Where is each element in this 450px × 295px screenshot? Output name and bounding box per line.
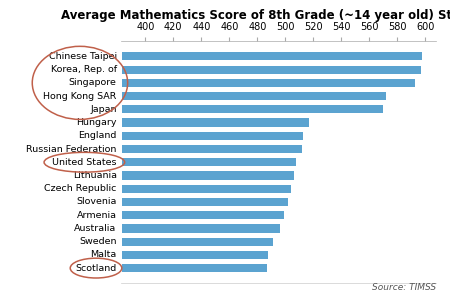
- Title: Average Mathematics Score of 8th Grade (~14 year old) Students: Average Mathematics Score of 8th Grade (…: [61, 9, 450, 22]
- Bar: [0, 198, 288, 206]
- Bar: [0, 158, 297, 166]
- Bar: [0, 224, 280, 232]
- Bar: [0, 105, 383, 113]
- Bar: [0, 79, 415, 87]
- Bar: [0, 237, 273, 246]
- Bar: [0, 92, 386, 100]
- Bar: [0, 52, 423, 60]
- Bar: [0, 171, 294, 180]
- Bar: [0, 65, 421, 74]
- Bar: [0, 132, 303, 140]
- Bar: [0, 251, 269, 259]
- Bar: [0, 119, 309, 127]
- Bar: [0, 185, 291, 193]
- Bar: [0, 264, 267, 272]
- Text: Source: TIMSS: Source: TIMSS: [373, 283, 436, 292]
- Bar: [0, 211, 284, 219]
- Bar: [0, 145, 302, 153]
